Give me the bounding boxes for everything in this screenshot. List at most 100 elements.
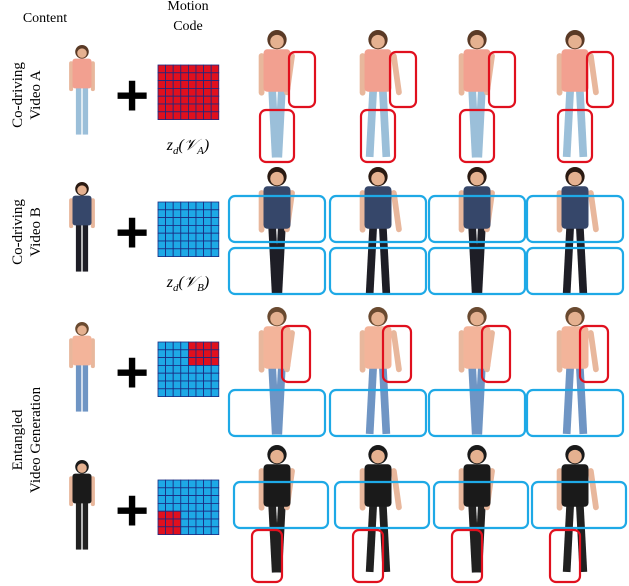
head: [270, 450, 284, 464]
head: [371, 172, 385, 186]
code-cell: [181, 65, 189, 73]
code-cell: [188, 519, 196, 527]
person-image: [69, 322, 95, 412]
code-cell: [196, 519, 204, 527]
code-cell: [196, 358, 204, 366]
leg: [83, 364, 88, 412]
plus-sign: +: [115, 200, 149, 265]
code-cell: [211, 65, 219, 73]
code-cell: [188, 373, 196, 381]
code-cell: [204, 527, 212, 535]
code-cell: [158, 389, 166, 397]
leg: [76, 364, 81, 412]
code-cell: [188, 342, 196, 350]
code-cell: [211, 350, 219, 358]
code-cell: [204, 88, 212, 96]
code-cell: [181, 527, 189, 535]
code-cell: [173, 488, 181, 496]
motion-header: Code: [173, 19, 203, 34]
code-cell: [211, 88, 219, 96]
code-cell: [158, 218, 166, 226]
code-cell: [196, 389, 204, 397]
row-label: Video A: [28, 70, 44, 120]
code-cell: [188, 96, 196, 104]
head: [371, 312, 385, 326]
code-cell: [158, 488, 166, 496]
code-cell: [181, 88, 189, 96]
torso: [562, 186, 589, 228]
code-cell: [188, 496, 196, 504]
arm: [588, 53, 600, 96]
code-cell: [188, 104, 196, 112]
code-cell: [173, 350, 181, 358]
leg: [366, 366, 377, 434]
code-cell: [204, 249, 212, 257]
code-cell: [158, 381, 166, 389]
code-cell: [204, 496, 212, 504]
leg: [83, 224, 88, 271]
code-cell: [173, 381, 181, 389]
code-cell: [173, 73, 181, 81]
code-cell: [204, 350, 212, 358]
motion-header: Motion: [167, 0, 208, 14]
arm: [588, 330, 600, 373]
code-cell: [173, 202, 181, 210]
code-cell: [181, 488, 189, 496]
code-cell: [166, 233, 174, 241]
code-cell: [181, 381, 189, 389]
code-label: zd(𝒱A): [166, 137, 209, 157]
arm: [391, 330, 403, 373]
code-cell: [188, 202, 196, 210]
code-cell: [158, 73, 166, 81]
code-cell: [173, 480, 181, 488]
code-cell: [211, 480, 219, 488]
code-cell: [158, 65, 166, 73]
code-cell: [181, 225, 189, 233]
code-cell: [196, 225, 204, 233]
code-cell: [181, 511, 189, 519]
head: [568, 450, 582, 464]
code-cell: [188, 241, 196, 249]
highlight-box: [527, 248, 623, 294]
code-cell: [204, 112, 212, 120]
code-cell: [173, 511, 181, 519]
code-cell: [166, 381, 174, 389]
leg: [563, 226, 574, 294]
person-image: [69, 460, 95, 550]
person-image: [69, 45, 95, 135]
code-cell: [204, 389, 212, 397]
code-cell: [196, 503, 204, 511]
code-cell: [173, 233, 181, 241]
code-cell: [158, 112, 166, 120]
code-cell: [211, 81, 219, 89]
leg: [366, 89, 377, 157]
head: [470, 172, 484, 186]
leg: [366, 504, 377, 572]
code-cell: [188, 233, 196, 241]
code-cell: [166, 389, 174, 397]
code-cell: [166, 65, 174, 73]
code-cell: [166, 88, 174, 96]
code-cell: [173, 65, 181, 73]
code-cell: [188, 249, 196, 257]
code-cell: [211, 218, 219, 226]
head: [270, 172, 284, 186]
code-cell: [181, 218, 189, 226]
code-cell: [158, 104, 166, 112]
code-cell: [181, 496, 189, 504]
code-cell: [204, 358, 212, 366]
torso: [365, 49, 392, 91]
code-cell: [158, 519, 166, 527]
torso: [73, 336, 92, 366]
head: [568, 35, 582, 49]
leg: [379, 89, 390, 157]
code-cell: [181, 233, 189, 241]
code-cell: [158, 81, 166, 89]
code-cell: [173, 88, 181, 96]
code-cell: [158, 96, 166, 104]
code-cell: [211, 73, 219, 81]
code-cell: [166, 73, 174, 81]
code-cell: [188, 225, 196, 233]
leg: [76, 224, 81, 271]
code-cell: [188, 350, 196, 358]
